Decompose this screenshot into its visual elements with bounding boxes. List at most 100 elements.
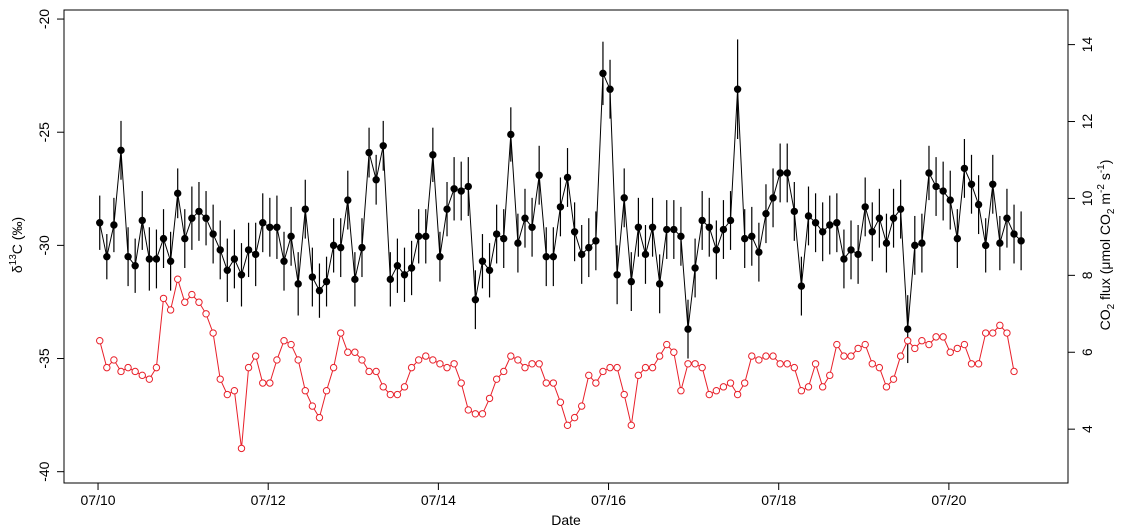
d13c-point — [698, 216, 706, 225]
co2-flux-point — [960, 340, 969, 349]
co2-flux-point — [209, 329, 217, 337]
left-tick-label: -40 — [36, 461, 52, 481]
co2-flux-point — [967, 360, 976, 368]
d13c-point — [450, 185, 458, 193]
d13c-point — [344, 196, 352, 204]
d13c-point — [1017, 237, 1025, 245]
co2-flux-point — [648, 363, 657, 372]
d13c-point — [273, 223, 281, 231]
d13c-point — [478, 257, 487, 265]
co2-flux-point — [585, 371, 593, 380]
d13c-point — [719, 225, 728, 234]
d13c-point — [818, 228, 827, 236]
co2-flux-point — [748, 352, 756, 360]
d13c-point — [259, 219, 267, 227]
d13c-point — [237, 271, 246, 279]
d13c-point — [627, 277, 636, 286]
co2-flux-point — [422, 352, 430, 360]
d13c-point — [337, 243, 345, 252]
d13c-point — [748, 232, 756, 241]
d13c-point — [670, 225, 678, 234]
d13c-point — [542, 252, 550, 261]
d13c-point — [358, 243, 366, 252]
d13c-point — [967, 180, 976, 188]
d13c-point — [755, 248, 763, 256]
co2-flux-point — [783, 360, 791, 368]
co2-flux-point — [599, 367, 607, 376]
d13c-point — [1003, 214, 1011, 222]
d13c-point — [577, 250, 586, 259]
d13c-point — [514, 239, 522, 247]
co2-flux-point — [726, 379, 735, 387]
co2-flux-point — [790, 363, 799, 372]
d13c-point — [294, 280, 302, 288]
d13c-point — [648, 223, 657, 231]
co2-flux-point — [124, 363, 132, 372]
d13c-point — [833, 219, 841, 227]
co2-flux-point — [386, 390, 395, 399]
co2-flux-point — [287, 340, 295, 349]
d13c-point — [875, 214, 884, 222]
co2-flux-point — [712, 387, 721, 395]
d13c-point — [804, 212, 813, 220]
co2-flux-point — [549, 379, 558, 387]
co2-flux-point — [939, 333, 947, 341]
d13c-point — [847, 246, 855, 254]
d13c-point — [301, 205, 309, 213]
co2-flux-point — [436, 360, 444, 368]
d13c-point — [840, 255, 848, 263]
left-tick-label: -25 — [36, 122, 52, 142]
d13c-point — [414, 232, 423, 241]
d13c-point — [826, 221, 834, 229]
co2-flux-point — [570, 413, 579, 422]
co2-flux-point — [868, 360, 876, 368]
d13c-point — [96, 219, 104, 227]
co2-flux-point — [875, 363, 884, 372]
d13c-point — [117, 146, 125, 155]
series-layer — [96, 39, 1025, 453]
d13c-point — [457, 187, 465, 195]
co2-flux-point — [698, 363, 706, 372]
co2-flux-point — [946, 348, 954, 356]
co2-flux-point — [400, 383, 409, 391]
co2-flux-point — [655, 352, 664, 360]
co2-flux-point — [847, 352, 855, 360]
d13c-point — [946, 196, 954, 204]
d13c-point — [287, 232, 295, 241]
co2-flux-point — [996, 321, 1004, 330]
d13c-point — [422, 232, 430, 241]
d13c-point — [266, 223, 274, 231]
d13c-point — [918, 239, 926, 247]
x-tick-label: 07/18 — [761, 492, 796, 508]
d13c-point — [790, 207, 799, 216]
d13c-point — [131, 262, 139, 270]
right-axis-title: CO2 flux (μmol CO2 m-2 s-1) — [1096, 160, 1117, 331]
d13c-point — [911, 241, 919, 250]
d13c-point — [953, 234, 962, 243]
d13c-point — [181, 234, 189, 243]
d13c-point — [500, 234, 508, 243]
co2-flux-point — [989, 329, 997, 337]
co2-flux-point — [733, 390, 742, 399]
co2-flux-point — [301, 387, 309, 395]
d13c-point — [712, 246, 721, 254]
x-axis-title: Date — [551, 512, 581, 528]
co2-flux-point — [266, 379, 274, 387]
co2-flux-point — [322, 387, 331, 395]
d13c-point — [124, 252, 132, 261]
co2-flux-point — [932, 333, 940, 341]
co2-flux-point — [556, 398, 565, 406]
axis-title-part: 2 — [1106, 208, 1117, 214]
co2-flux-point — [762, 352, 770, 360]
d13c-point — [904, 325, 912, 333]
right-tick-label: 10 — [1079, 190, 1095, 206]
co2-flux-point — [131, 367, 139, 376]
d13c-point — [209, 230, 217, 238]
co2-flux-point — [358, 356, 366, 364]
co2-flux-point — [96, 337, 104, 345]
d13c-point — [797, 282, 806, 290]
d13c-point — [889, 214, 898, 222]
right-tick-label: 6 — [1079, 348, 1095, 356]
d13c-point — [811, 219, 820, 227]
co2-flux-point — [953, 344, 962, 353]
